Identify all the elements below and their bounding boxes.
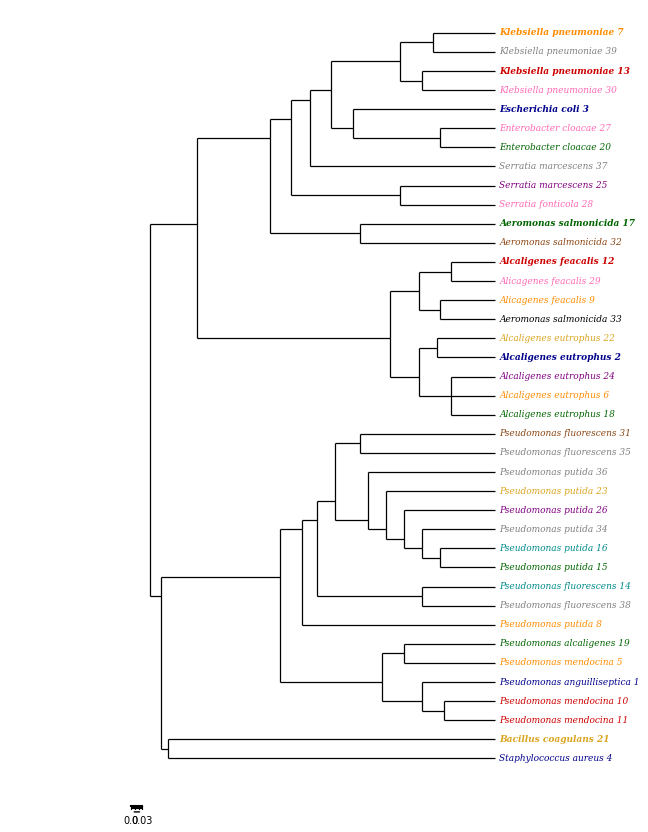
Text: Enterobacter cloacae 20: Enterobacter cloacae 20 [500, 143, 611, 152]
Text: Aeromonas salmonicida 33: Aeromonas salmonicida 33 [500, 314, 622, 324]
Text: Pseudomonas putida 15: Pseudomonas putida 15 [500, 563, 608, 572]
Text: Alcaligenes eutrophus 22: Alcaligenes eutrophus 22 [500, 334, 615, 343]
Text: Pseudomonas putida 16: Pseudomonas putida 16 [500, 544, 608, 553]
Text: Klebsiella pneumoniae 13: Klebsiella pneumoniae 13 [500, 67, 631, 76]
Text: Serratia fonticola 28: Serratia fonticola 28 [500, 201, 594, 209]
Text: Alicagenes feacalis 29: Alicagenes feacalis 29 [500, 276, 601, 285]
Text: Aeromonas salmonicida 17: Aeromonas salmonicida 17 [500, 220, 635, 228]
Text: Alicagenes feacalis 9: Alicagenes feacalis 9 [500, 295, 596, 305]
Text: Pseudomonas anguilliseptica 1: Pseudomonas anguilliseptica 1 [500, 677, 640, 686]
Text: Serratia marcescens 37: Serratia marcescens 37 [500, 162, 608, 171]
Text: 0.03: 0.03 [132, 815, 153, 825]
Text: Pseudomonas fluorescens 35: Pseudomonas fluorescens 35 [500, 448, 631, 458]
Text: Pseudomonas fluorescens 31: Pseudomonas fluorescens 31 [500, 429, 631, 438]
Text: Klebsiella pneumoniae 7: Klebsiella pneumoniae 7 [500, 28, 624, 37]
Text: Pseudomonas mendocina 5: Pseudomonas mendocina 5 [500, 658, 623, 667]
Text: Pseudomonas putida 23: Pseudomonas putida 23 [500, 487, 608, 496]
Text: Pseudomonas fluorescens 14: Pseudomonas fluorescens 14 [500, 582, 631, 591]
Text: Klebsiella pneumoniae 30: Klebsiella pneumoniae 30 [500, 86, 618, 95]
Text: Aeromonas salmonicida 32: Aeromonas salmonicida 32 [500, 238, 622, 247]
Text: Pseudomonas putida 8: Pseudomonas putida 8 [500, 621, 602, 629]
Text: Enterobacter cloacae 27: Enterobacter cloacae 27 [500, 124, 611, 133]
Text: Pseudomonas mendocina 10: Pseudomonas mendocina 10 [500, 696, 629, 706]
Text: Serratia marcescens 25: Serratia marcescens 25 [500, 181, 608, 190]
Text: Pseudomonas putida 36: Pseudomonas putida 36 [500, 468, 608, 477]
Text: Staphylococcus aureus 4: Staphylococcus aureus 4 [500, 754, 613, 763]
Text: Klebsiella pneumoniae 39: Klebsiella pneumoniae 39 [500, 47, 618, 57]
Text: 0.0: 0.0 [124, 815, 139, 825]
Text: Bacillus coagulans 21: Bacillus coagulans 21 [500, 735, 610, 744]
Text: Pseudomonas putida 26: Pseudomonas putida 26 [500, 506, 608, 515]
Text: Alcaligenes eutrophus 18: Alcaligenes eutrophus 18 [500, 410, 615, 419]
Text: Alcaligenes eutrophus 2: Alcaligenes eutrophus 2 [500, 353, 621, 362]
Text: Alcaligenes eutrophus 6: Alcaligenes eutrophus 6 [500, 391, 610, 400]
Text: Pseudomonas alcaligenes 19: Pseudomonas alcaligenes 19 [500, 639, 630, 648]
Text: Escherichia coli 3: Escherichia coli 3 [500, 105, 589, 114]
Text: Pseudomonas putida 34: Pseudomonas putida 34 [500, 525, 608, 534]
Text: Alcaligenes feacalis 12: Alcaligenes feacalis 12 [500, 257, 615, 266]
Text: Alcaligenes eutrophus 24: Alcaligenes eutrophus 24 [500, 372, 615, 381]
Text: Pseudomonas mendocina 11: Pseudomonas mendocina 11 [500, 716, 629, 725]
Text: Pseudomonas fluorescens 38: Pseudomonas fluorescens 38 [500, 602, 631, 610]
